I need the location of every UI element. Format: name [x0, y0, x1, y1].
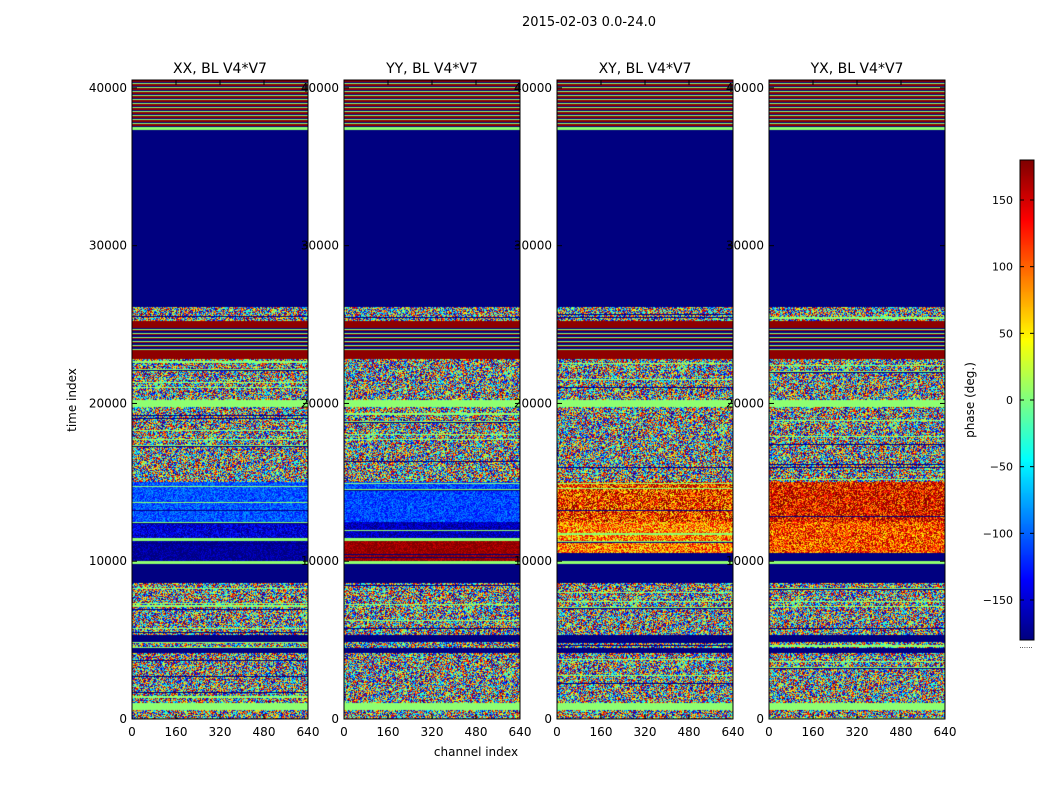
colorbar-tick-label: 100	[992, 261, 1013, 274]
x-tick-label: 160	[165, 725, 188, 739]
x-tick-label: 0	[128, 725, 136, 739]
x-tick-label: 480	[678, 725, 701, 739]
y-tick-label: 20000	[726, 396, 764, 410]
panel-3: YX, BL V4*V7 0 160 320 480 640 0 10000 20000 3000…	[726, 61, 957, 739]
colorbar-tick-label: 0	[1006, 394, 1013, 407]
panel-title: XY, BL V4*V7	[599, 61, 692, 77]
colorbar-tick-label: 150	[992, 194, 1013, 207]
panels: XX, BL V4*V7 0 160 320 480 640 0 10000 20000 3000…	[65, 61, 956, 759]
y-tick-label: 40000	[514, 81, 552, 95]
colorbar-footnote: ......	[1019, 642, 1032, 650]
y-tick-label: 10000	[301, 554, 339, 568]
panel-title: YY, BL V4*V7	[385, 61, 478, 77]
x-tick-label: 160	[590, 725, 613, 739]
y-tick-label: 10000	[514, 554, 552, 568]
x-tick-label: 640	[509, 725, 532, 739]
x-axis-label: channel index	[434, 745, 518, 759]
x-tick-label: 640	[934, 725, 957, 739]
x-tick-label: 320	[421, 725, 444, 739]
x-tick-label: 0	[765, 725, 773, 739]
x-tick-label: 640	[722, 725, 745, 739]
colorbar-tick-label: −100	[983, 527, 1013, 540]
y-tick-label: 0	[756, 712, 764, 726]
y-tick-label: 40000	[301, 81, 339, 95]
y-tick-label: 30000	[514, 239, 552, 253]
y-tick-label: 10000	[726, 554, 764, 568]
heatmap-image	[769, 80, 945, 719]
x-tick-label: 320	[209, 725, 232, 739]
colorbar-tick-label: −150	[983, 594, 1013, 607]
y-tick-label: 30000	[301, 239, 339, 253]
x-tick-label: 640	[297, 725, 320, 739]
y-tick-label: 0	[119, 712, 127, 726]
x-tick-label: 0	[340, 725, 348, 739]
colorbar-tick-label: 50	[999, 327, 1013, 340]
panel-title: XX, BL V4*V7	[173, 61, 267, 77]
panel-1: YY, BL V4*V7 0 160 320 480 640 0 10000 20000 3000…	[301, 61, 532, 759]
colorbar: 150 100 50 0 −50 −100 −150 phase (deg.)......	[963, 159, 1035, 650]
y-tick-label: 20000	[514, 396, 552, 410]
panel-2: XY, BL V4*V7 0 160 320 480 640 0 10000 20000 3000…	[514, 61, 745, 739]
y-tick-label: 30000	[726, 239, 764, 253]
x-tick-label: 0	[553, 725, 561, 739]
heatmap-image	[344, 80, 520, 719]
panel-0: XX, BL V4*V7 0 160 320 480 640 0 10000 20000 3000…	[65, 61, 319, 739]
x-tick-label: 320	[846, 725, 869, 739]
x-tick-label: 160	[377, 725, 400, 739]
x-tick-label: 160	[802, 725, 825, 739]
colorbar-gradient	[1020, 160, 1034, 640]
y-axis-label: time index	[65, 368, 79, 432]
y-tick-label: 0	[544, 712, 552, 726]
x-tick-label: 480	[253, 725, 276, 739]
y-tick-label: 40000	[89, 81, 127, 95]
heatmap-image	[557, 80, 733, 719]
figure-title: 2015-02-03 0.0-24.0	[522, 15, 656, 30]
y-tick-label: 20000	[89, 396, 127, 410]
y-tick-label: 20000	[301, 396, 339, 410]
heatmap-image	[132, 80, 308, 719]
colorbar-label: phase (deg.)	[963, 362, 977, 438]
y-tick-label: 0	[331, 712, 339, 726]
y-tick-label: 10000	[89, 554, 127, 568]
y-tick-label: 40000	[726, 81, 764, 95]
x-tick-label: 320	[634, 725, 657, 739]
x-tick-label: 480	[890, 725, 913, 739]
y-tick-label: 30000	[89, 239, 127, 253]
panel-title: YX, BL V4*V7	[810, 61, 904, 77]
x-tick-label: 480	[465, 725, 488, 739]
colorbar-tick-label: −50	[990, 461, 1013, 474]
